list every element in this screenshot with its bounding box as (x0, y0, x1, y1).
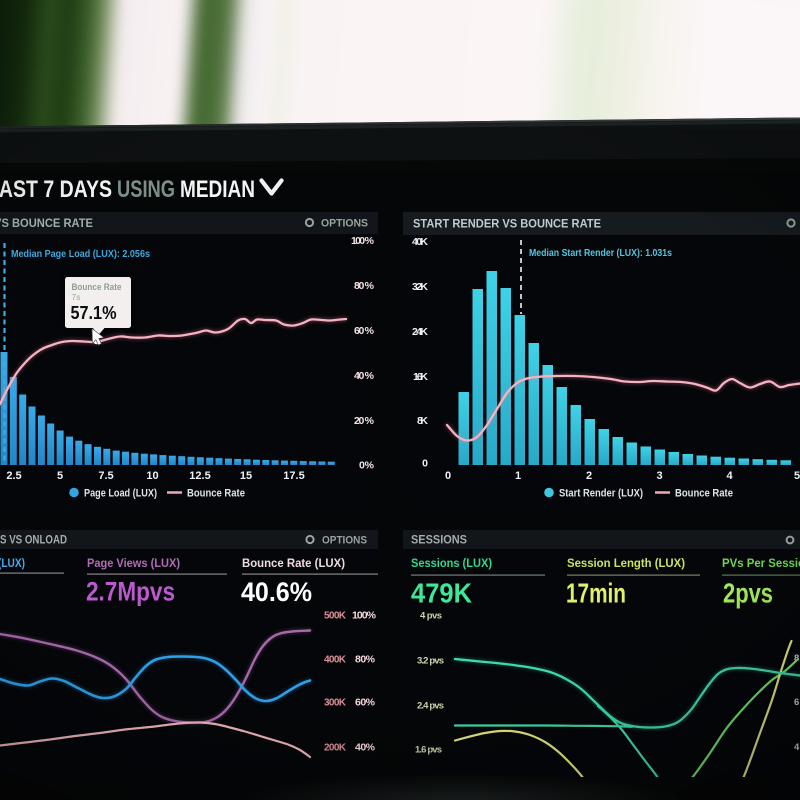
svg-text:Median Page Load (LUX): 2.056s: Median Page Load (LUX): 2.056s (11, 248, 150, 260)
svg-text:24K: 24K (412, 326, 428, 338)
svg-text:60%: 60% (355, 697, 376, 709)
svg-text:Median Start Render (LUX): 1.0: Median Start Render (LUX): 1.031s (529, 247, 672, 259)
svg-text:START RENDER VS BOUNCE RATE: START RENDER VS BOUNCE RATE (413, 217, 601, 231)
svg-text:100 %: 100 % (351, 235, 375, 247)
svg-text:USING: USING (117, 176, 175, 203)
svg-text:500K: 500K (324, 611, 347, 622)
svg-text:20 %: 20 % (354, 415, 375, 427)
svg-text:0: 0 (422, 458, 428, 470)
svg-text:2pvs: 2pvs (723, 578, 773, 609)
svg-text:Sessions (LUX): Sessions (LUX) (411, 558, 492, 570)
svg-text:17min: 17min (566, 578, 626, 609)
svg-text:40K: 40K (412, 236, 428, 248)
svg-text:LAST 7 DAYS: LAST 7 DAYS (0, 176, 112, 203)
svg-text:S VS ONLOAD: S VS ONLOAD (0, 535, 67, 547)
svg-text:PVs Per Session: PVs Per Session (722, 558, 800, 570)
svg-text:10: 10 (146, 470, 158, 482)
svg-text:7.5: 7.5 (98, 470, 113, 482)
svg-text:2.5: 2.5 (6, 470, 21, 482)
svg-text:300K: 300K (324, 698, 347, 709)
svg-text:4: 4 (726, 470, 733, 482)
svg-text:479K: 479K (411, 578, 472, 609)
svg-text:8K: 8K (417, 415, 428, 427)
svg-text:200K: 200K (324, 743, 347, 754)
svg-text:6: 6 (794, 697, 799, 708)
svg-text:4: 4 (794, 742, 800, 753)
svg-text:2.4 pvs: 2.4 pvs (417, 701, 444, 712)
svg-text:Bounce Rate: Bounce Rate (187, 488, 245, 500)
svg-text:16K: 16K (413, 371, 428, 383)
svg-text:40%: 40% (355, 742, 376, 754)
svg-text:Page Views (LUX): Page Views (LUX) (87, 558, 180, 570)
svg-text:Page Load (LUX): Page Load (LUX) (84, 488, 157, 500)
svg-text:Session Length (LUX): Session Length (LUX) (567, 558, 685, 570)
svg-text:3: 3 (656, 470, 662, 482)
svg-text:Bounce Rate: Bounce Rate (675, 488, 733, 500)
svg-text:400K: 400K (324, 655, 347, 666)
svg-text:1: 1 (515, 470, 521, 482)
svg-text:MEDIAN: MEDIAN (180, 176, 255, 203)
svg-text:7s: 7s (72, 292, 81, 302)
svg-text:OPTIONS: OPTIONS (322, 535, 367, 547)
svg-text:80%: 80% (355, 654, 376, 666)
svg-text:17.5: 17.5 (283, 470, 304, 482)
svg-text:0 %: 0 % (359, 460, 375, 472)
svg-text:3.2 pvs: 3.2 pvs (417, 656, 444, 667)
svg-text:SESSIONS: SESSIONS (411, 535, 467, 547)
svg-text:60 %: 60 % (354, 325, 375, 337)
svg-text:Bounce Rate: Bounce Rate (72, 282, 122, 293)
svg-text:2.7Mpvs: 2.7Mpvs (86, 577, 175, 607)
svg-text:12.5: 12.5 (189, 470, 210, 482)
svg-text:40.6%: 40.6% (241, 577, 312, 607)
svg-text:VS BOUNCE RATE: VS BOUNCE RATE (0, 216, 93, 230)
svg-text:5: 5 (794, 470, 800, 482)
svg-text:0: 0 (445, 470, 451, 482)
svg-text:(LUX): (LUX) (0, 558, 25, 570)
svg-text:5: 5 (57, 470, 63, 482)
svg-text:4 pvs: 4 pvs (420, 611, 442, 622)
svg-text:8: 8 (794, 653, 799, 664)
svg-text:57.1%: 57.1% (71, 302, 117, 323)
svg-text:Start Render (LUX): Start Render (LUX) (559, 488, 643, 500)
svg-text:OPTIONS: OPTIONS (321, 218, 368, 230)
svg-text:100%: 100% (352, 610, 377, 622)
svg-text:80 %: 80 % (354, 280, 375, 292)
svg-text:Bounce Rate (LUX): Bounce Rate (LUX) (242, 558, 345, 570)
svg-text:15: 15 (240, 470, 252, 482)
svg-text:40 %: 40 % (354, 370, 375, 382)
svg-text:1.6 pvs: 1.6 pvs (415, 745, 442, 756)
svg-text:2: 2 (586, 470, 592, 482)
svg-text:32K: 32K (412, 281, 428, 293)
